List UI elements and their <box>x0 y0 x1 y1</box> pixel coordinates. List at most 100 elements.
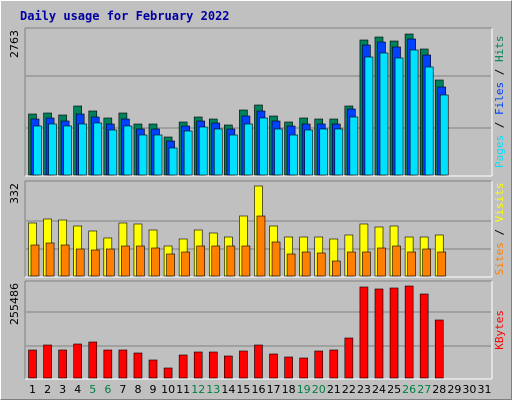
chart-title: Daily usage for February 2022 <box>20 9 230 23</box>
x-tick-day-4: 4 <box>74 383 81 396</box>
kbytes-bar-day-25 <box>389 287 399 379</box>
pages-bar-day-19 <box>304 129 313 176</box>
x-tick-day-8: 8 <box>134 383 141 396</box>
kbytes-bar-day-22 <box>344 337 354 379</box>
x-tick-day-1: 1 <box>29 383 36 396</box>
x-tick-day-11: 11 <box>176 383 190 396</box>
kbytes-bar-day-2 <box>43 344 52 379</box>
pages-bar-day-10 <box>168 147 178 176</box>
x-tick-day-14: 14 <box>221 383 235 396</box>
hits-files-pages-side-label-part: Files <box>493 82 506 115</box>
kbytes-bar-day-8 <box>133 352 143 379</box>
kbytes-side-label-part: KBytes <box>493 310 506 350</box>
pages-bar-day-2 <box>48 123 57 176</box>
sites-bar-day-28 <box>437 251 447 277</box>
sites-bar-day-7 <box>121 245 130 277</box>
x-tick-day-31: 31 <box>477 383 491 396</box>
x-tick-day-27: 27 <box>417 383 431 396</box>
hits-files-pages-side-label-part: / <box>493 115 506 135</box>
hits-files-pages-side-label-part: Hits <box>493 36 506 63</box>
visits-sites-side-label-part: Sites <box>493 242 506 275</box>
sites-bar-day-8 <box>136 245 145 277</box>
x-tick-day-19: 19 <box>297 383 311 396</box>
x-tick-day-17: 17 <box>267 383 281 396</box>
sites-bar-day-9 <box>151 247 160 277</box>
sites-bar-day-5 <box>90 249 100 277</box>
pages-bar-day-17 <box>274 128 283 176</box>
kbytes-bar-day-20 <box>314 350 324 379</box>
kbytes-bar-day-7 <box>118 349 128 379</box>
kbytes-bar-day-13 <box>208 351 218 379</box>
pages-bar-day-5 <box>93 122 103 176</box>
pages-bar-day-21 <box>334 128 344 176</box>
sites-bar-day-12 <box>196 245 206 277</box>
pages-bar-day-16 <box>259 117 268 176</box>
kbytes-side-label: KBytes <box>493 310 506 350</box>
x-tick-day-20: 20 <box>312 383 326 396</box>
sites-bar-day-15 <box>241 245 251 277</box>
x-tick-day-9: 9 <box>150 383 157 396</box>
pages-bar-day-4 <box>78 123 87 176</box>
pages-bar-day-25 <box>394 57 404 176</box>
x-tick-day-28: 28 <box>432 383 446 396</box>
x-tick-day-29: 29 <box>447 383 461 396</box>
kbytes-bar-day-17 <box>269 353 278 379</box>
pages-bar-day-20 <box>319 128 329 176</box>
kbytes-bar-day-27 <box>419 293 429 379</box>
sites-bar-day-24 <box>377 247 386 277</box>
x-tick-day-23: 23 <box>357 383 371 396</box>
kbytes-bar-day-4 <box>73 343 82 379</box>
x-tick-day-6: 6 <box>104 383 111 396</box>
x-tick-day-22: 22 <box>342 383 356 396</box>
kbytes-bar-day-5 <box>88 341 98 379</box>
x-tick-day-25: 25 <box>387 383 401 396</box>
sites-bar-day-20 <box>316 252 326 277</box>
x-tick-day-21: 21 <box>327 383 341 396</box>
x-tick-day-13: 13 <box>206 383 220 396</box>
kbytes-bar-day-1 <box>28 349 37 379</box>
sites-bar-day-4 <box>75 248 85 277</box>
sites-bar-day-13 <box>211 245 221 277</box>
sites-bar-day-25 <box>392 245 401 277</box>
pages-bar-day-3 <box>63 125 72 176</box>
kbytes-bar-day-3 <box>58 349 67 379</box>
hits-files-pages-side-label: Pages / Files / Hits <box>493 36 506 169</box>
hits-files-pages-ymax-label: 2763 <box>8 30 21 58</box>
kbytes-bar-day-16 <box>254 344 263 379</box>
x-tick-day-3: 3 <box>59 383 66 396</box>
pages-bar-day-18 <box>289 134 298 176</box>
kbytes-bar-day-6 <box>103 349 113 379</box>
pages-bar-day-9 <box>153 134 163 176</box>
pages-bar-day-14 <box>229 134 238 176</box>
pages-bar-day-24 <box>379 52 389 176</box>
visits-sites-side-label-part: Visits <box>493 182 506 222</box>
pages-bar-day-15 <box>244 123 253 176</box>
sites-bar-day-14 <box>226 245 236 277</box>
hits-files-pages-side-label-part: / <box>493 62 506 82</box>
kbytes-bar-day-11 <box>178 354 188 379</box>
x-tick-day-7: 7 <box>119 383 126 396</box>
sites-bar-day-11 <box>181 251 190 277</box>
kbytes-bar-day-28 <box>434 319 444 379</box>
x-tick-day-30: 30 <box>462 383 476 396</box>
pages-bar-day-11 <box>183 130 193 176</box>
sites-bar-day-22 <box>347 251 356 277</box>
sites-bar-day-26 <box>407 251 416 277</box>
visits-sites-side-label: Sites / Visits <box>493 182 506 275</box>
pages-bar-day-28 <box>439 94 449 176</box>
sites-bar-day-6 <box>106 248 115 277</box>
sites-bar-day-17 <box>271 241 281 277</box>
kbytes-bar-day-9 <box>148 359 158 379</box>
kbytes-bar-day-10 <box>163 367 173 379</box>
sites-bar-day-3 <box>60 244 70 277</box>
sites-bar-day-18 <box>286 253 296 277</box>
kbytes-bar-day-15 <box>239 350 248 379</box>
kbytes-bar-day-19 <box>299 357 308 379</box>
pages-bar-day-12 <box>198 126 208 176</box>
pages-bar-day-27 <box>424 66 434 176</box>
sites-bar-day-1 <box>30 244 40 277</box>
kbytes-bar-day-26 <box>404 285 414 379</box>
pages-bar-day-22 <box>349 116 359 176</box>
kbytes-bar-day-24 <box>374 288 384 379</box>
